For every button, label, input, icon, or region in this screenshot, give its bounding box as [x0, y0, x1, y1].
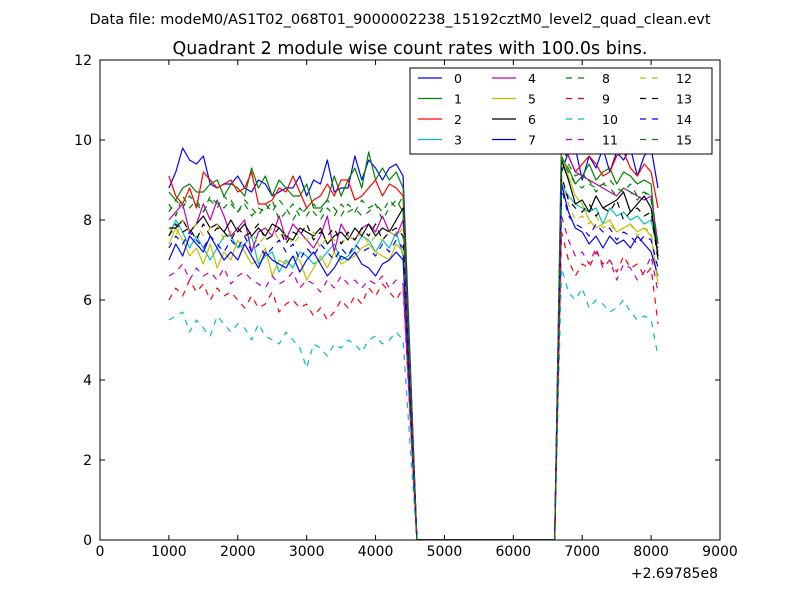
x-tick-label: 5000 — [427, 544, 463, 560]
supertitle: Data file: modeM0/AS1T02_068T01_90000022… — [89, 12, 710, 28]
x-tick-label: 8000 — [633, 544, 669, 560]
legend-label-2: 2 — [454, 112, 462, 127]
legend-frame — [409, 67, 713, 155]
axis-ticks: 0 1000 2000 3000 4000 5000 6000 7000 8000 9000 0 2 4… — [74, 53, 738, 560]
x-tick-label: 2000 — [220, 544, 256, 560]
series-line-9 — [168, 231, 659, 540]
x-offset-label: +2.69785e8 — [631, 566, 718, 582]
y-tick-label: 10 — [74, 133, 92, 149]
legend-label-11: 11 — [602, 133, 618, 148]
y-tick-label: 6 — [83, 293, 92, 309]
legend-label-12: 12 — [676, 71, 692, 86]
legend-label-1: 1 — [454, 92, 462, 107]
y-tick-label: 12 — [74, 53, 92, 69]
x-tick-label: 3000 — [289, 544, 325, 560]
chart-title: Quadrant 2 module wise count rates with … — [173, 39, 648, 59]
series-lines — [168, 131, 659, 540]
series-line-8 — [168, 139, 659, 540]
legend-label-9: 9 — [602, 92, 610, 107]
legend-label-4: 4 — [528, 71, 536, 86]
series-line-10 — [168, 267, 659, 540]
series-line-15 — [168, 155, 659, 540]
y-tick-label: 2 — [83, 453, 92, 469]
series-line-14 — [168, 187, 659, 540]
x-tick-label: 6000 — [496, 544, 532, 560]
legend-label-10: 10 — [602, 112, 618, 127]
x-tick-label: 7000 — [564, 544, 600, 560]
x-tick-label: 9000 — [702, 544, 738, 560]
y-tick-label: 0 — [83, 533, 92, 549]
y-tick-label: 8 — [83, 213, 92, 229]
x-tick-label: 4000 — [358, 544, 394, 560]
legend-label-7: 7 — [528, 133, 536, 148]
legend-label-13: 13 — [676, 92, 692, 107]
legend-label-8: 8 — [602, 71, 610, 86]
x-tick-label: 1000 — [151, 544, 187, 560]
legend-label-0: 0 — [454, 71, 462, 86]
y-tick-label: 4 — [83, 373, 92, 389]
legend-label-5: 5 — [528, 92, 536, 107]
plot-frame — [99, 59, 721, 541]
legend-label-15: 15 — [676, 133, 692, 148]
legend-label-6: 6 — [528, 112, 536, 127]
x-tick-label: 0 — [96, 544, 105, 560]
legend-label-3: 3 — [454, 133, 462, 148]
legend-label-14: 14 — [676, 112, 692, 127]
